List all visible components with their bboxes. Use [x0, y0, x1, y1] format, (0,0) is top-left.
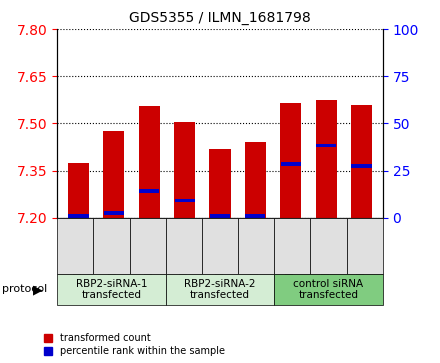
Bar: [175, 199, 194, 203]
Bar: [352, 164, 372, 168]
Bar: [281, 162, 301, 166]
Bar: [68, 214, 88, 218]
Text: control siRNA
transfected: control siRNA transfected: [293, 279, 363, 300]
Bar: [68, 163, 89, 218]
Bar: [246, 214, 265, 218]
Text: protocol: protocol: [2, 285, 48, 294]
Text: ▶: ▶: [33, 283, 43, 296]
Bar: [139, 106, 160, 218]
Title: GDS5355 / ILMN_1681798: GDS5355 / ILMN_1681798: [129, 11, 311, 25]
Legend: transformed count, percentile rank within the sample: transformed count, percentile rank withi…: [44, 333, 225, 356]
Text: RBP2-siRNA-1
transfected: RBP2-siRNA-1 transfected: [76, 279, 147, 300]
Bar: [210, 214, 230, 218]
Bar: [174, 122, 195, 218]
Bar: [351, 105, 372, 218]
Bar: [209, 148, 231, 218]
Text: RBP2-siRNA-2
transfected: RBP2-siRNA-2 transfected: [184, 279, 256, 300]
Bar: [139, 189, 159, 193]
Bar: [104, 211, 124, 215]
Bar: [245, 142, 266, 218]
Bar: [316, 143, 336, 147]
Bar: [315, 100, 337, 218]
Bar: [103, 131, 125, 218]
Bar: [280, 103, 301, 218]
